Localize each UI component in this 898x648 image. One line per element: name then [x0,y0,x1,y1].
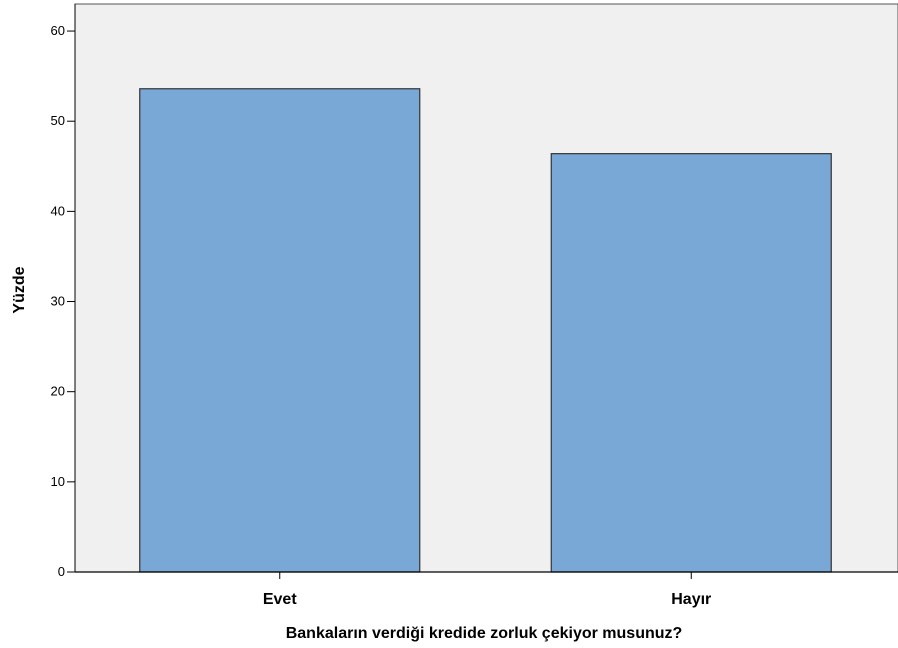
y-tick-label: 60 [51,23,65,38]
y-tick-label: 30 [51,294,65,309]
y-tick-label: 40 [51,203,65,218]
bar-2 [550,153,832,573]
y-axis-title: Yüzde [11,266,28,313]
y-tick-label: 20 [51,384,65,399]
x-category-label: Hayır [671,591,711,608]
bar-1 [139,88,421,573]
y-ticks-group: 0 10 20 30 40 50 60 [51,23,75,579]
x-ticks-group: Evet Hayır [263,572,711,608]
y-tick-label: 0 [58,564,65,579]
x-axis-title: Bankaların verdiği kredide zorluk çekiyo… [286,625,683,642]
y-tick-label: 50 [51,113,65,128]
y-tick-label: 10 [51,474,65,489]
x-category-label: Evet [263,591,297,608]
